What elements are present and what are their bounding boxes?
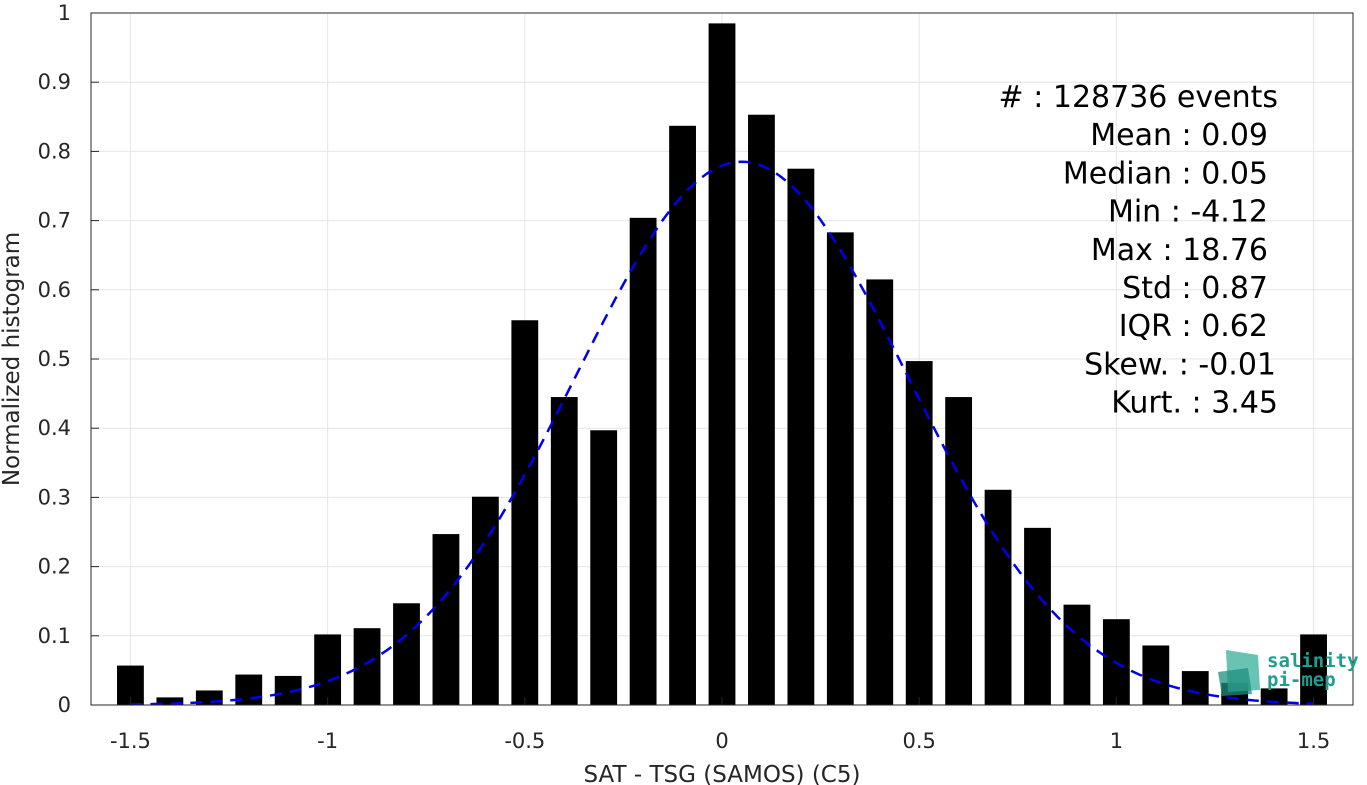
y-tick-label: 0.2 [38, 555, 71, 579]
y-tick-label: 1 [58, 1, 71, 25]
y-tick-label: 0.3 [38, 485, 71, 509]
histogram-bar [1300, 634, 1327, 705]
stat-line: Median : 0.05 [1063, 156, 1268, 191]
histogram-bar [748, 114, 775, 705]
histogram-bar [590, 430, 618, 705]
fit-curve [130, 160, 1314, 706]
histogram-bar [984, 489, 1012, 705]
y-tick-label: 0.9 [38, 70, 71, 94]
histogram-bar [353, 628, 381, 705]
histogram-bar [1063, 604, 1091, 705]
histogram-bar [1181, 671, 1209, 705]
stat-line: Kurt. : 3.45 [1111, 386, 1278, 421]
x-tick-label: 0 [715, 729, 728, 753]
stat-line: Max : 18.76 [1091, 233, 1268, 268]
salinity-pi-mep-logo: salinity pi-mep [1218, 650, 1359, 696]
x-tick-label: -0.5 [504, 729, 545, 753]
x-tick-label: 1.5 [1297, 729, 1330, 753]
y-tick-label: 0.8 [38, 139, 71, 163]
histogram-bar [156, 697, 184, 705]
x-tick-label: 0.5 [902, 729, 935, 753]
histogram-bar [905, 361, 933, 705]
histogram-bar [1142, 645, 1170, 705]
histogram-bar [511, 320, 539, 705]
logo-line2: pi-mep [1267, 669, 1336, 691]
y-tick-label: 0.5 [38, 347, 71, 371]
histogram-bar [866, 279, 894, 705]
x-tick-label: 1 [1110, 729, 1123, 753]
histogram-bar [826, 232, 854, 705]
y-tick-label: 0.1 [38, 624, 71, 648]
histogram-bar [393, 603, 420, 705]
logo-line1: salinity [1267, 650, 1359, 672]
x-axis-label: SAT - TSG (SAMOS) (C5) [584, 762, 861, 785]
histogram-bar [550, 397, 578, 705]
histogram-bar [432, 534, 460, 705]
stat-line: # : 128736 events [999, 80, 1278, 115]
histogram-bar [708, 23, 736, 705]
stat-line: Skew. : -0.01 [1084, 347, 1276, 382]
x-axis-ticks: -1.5 -1 -0.5 0 0.5 1 1.5 [110, 697, 1330, 753]
histogram-bar [314, 634, 342, 705]
y-tick-label: 0.6 [38, 278, 71, 302]
x-tick-label: -1 [317, 729, 338, 753]
y-axis-ticks: 0 0.1 0.2 0.3 0.4 0.5 0.6 0.7 0.8 0.9 1 [38, 1, 99, 717]
y-tick-label: 0.4 [38, 416, 71, 440]
y-tick-label: 0 [58, 693, 71, 717]
stat-line: IQR : 0.62 [1119, 309, 1268, 344]
y-axis-label: Normalized histogram [0, 232, 25, 486]
histogram-bar [471, 496, 499, 705]
stat-line: Std : 0.87 [1122, 271, 1268, 306]
stat-line: Min : -4.12 [1108, 195, 1268, 230]
histogram-bar [669, 125, 696, 705]
y-tick-label: 0.7 [38, 209, 71, 233]
histogram-bar [1024, 527, 1051, 705]
histogram-bar [787, 168, 815, 705]
logo-wave-icon-shade [1218, 668, 1252, 696]
x-tick-label: -1.5 [110, 729, 151, 753]
histogram-bar [945, 397, 973, 705]
stat-line: Mean : 0.09 [1090, 118, 1268, 153]
histogram-bar [629, 217, 657, 705]
